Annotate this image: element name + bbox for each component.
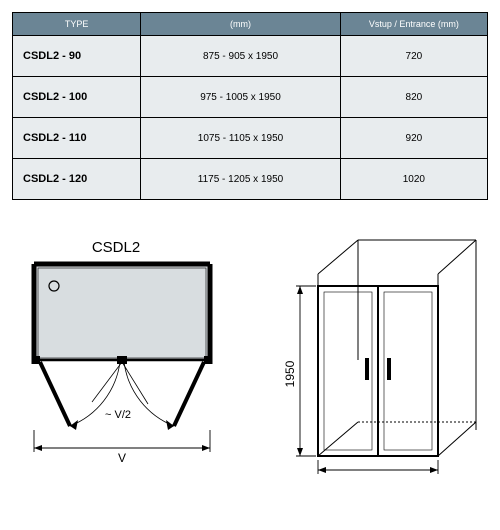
cell-type: CSDL2 - 110 [13, 118, 141, 159]
cell-type: CSDL2 - 90 [13, 36, 141, 77]
table-row: CSDL2 - 90875 - 905 x 1950720 [13, 36, 488, 77]
cell-dimensions: 975 - 1005 x 1950 [141, 77, 341, 118]
swing-arc-right [124, 362, 174, 426]
cell-entrance: 820 [340, 77, 487, 118]
door-right-panel [174, 362, 204, 426]
dim-arrow-l [34, 445, 42, 451]
specification-table: TYPE (mm) Vstup / Entrance (mm) CSDL2 - … [12, 12, 488, 200]
swing-radius-b [122, 362, 148, 404]
dim-arrow-r [202, 445, 210, 451]
cell-entrance: 720 [340, 36, 487, 77]
diagram-section: CSDL2 [12, 230, 488, 485]
swing-label: ~ V/2 [105, 409, 131, 421]
center-block [117, 356, 127, 364]
cell-dimensions: 1175 - 1205 x 1950 [141, 159, 341, 200]
col-type: TYPE [13, 13, 141, 36]
cell-entrance: 1020 [340, 159, 487, 200]
door-frame [318, 286, 438, 456]
table-row: CSDL2 - 1201175 - 1205 x 19501020 [13, 159, 488, 200]
col-dimensions: (mm) [141, 13, 341, 36]
topview-svg: CSDL2 [16, 230, 236, 470]
cell-entrance: 920 [340, 118, 487, 159]
table-header-row: TYPE (mm) Vstup / Entrance (mm) [13, 13, 488, 36]
enclosure-fill [34, 264, 210, 360]
width-label: V [118, 451, 126, 465]
dim-front-width [318, 460, 438, 474]
dim-height: 1950 [283, 286, 316, 456]
cell-type: CSDL2 - 120 [13, 159, 141, 200]
cell-type: CSDL2 - 100 [13, 77, 141, 118]
elevation-svg: 1950 [254, 230, 484, 480]
col-entrance: Vstup / Entrance (mm) [340, 13, 487, 36]
cell-dimensions: 875 - 905 x 1950 [141, 36, 341, 77]
topview-title: CSDL2 [92, 239, 140, 256]
enclosure-3d [318, 240, 476, 456]
height-label: 1950 [283, 360, 297, 387]
door-left-panel [40, 362, 70, 426]
table-row: CSDL2 - 1101075 - 1105 x 1950920 [13, 118, 488, 159]
table-row: CSDL2 - 100975 - 1005 x 1950820 [13, 77, 488, 118]
cell-dimensions: 1075 - 1105 x 1950 [141, 118, 341, 159]
table-body: CSDL2 - 90875 - 905 x 1950720CSDL2 - 100… [13, 36, 488, 200]
topview-diagram: CSDL2 [16, 230, 236, 485]
elevation-diagram: 1950 [254, 230, 484, 485]
